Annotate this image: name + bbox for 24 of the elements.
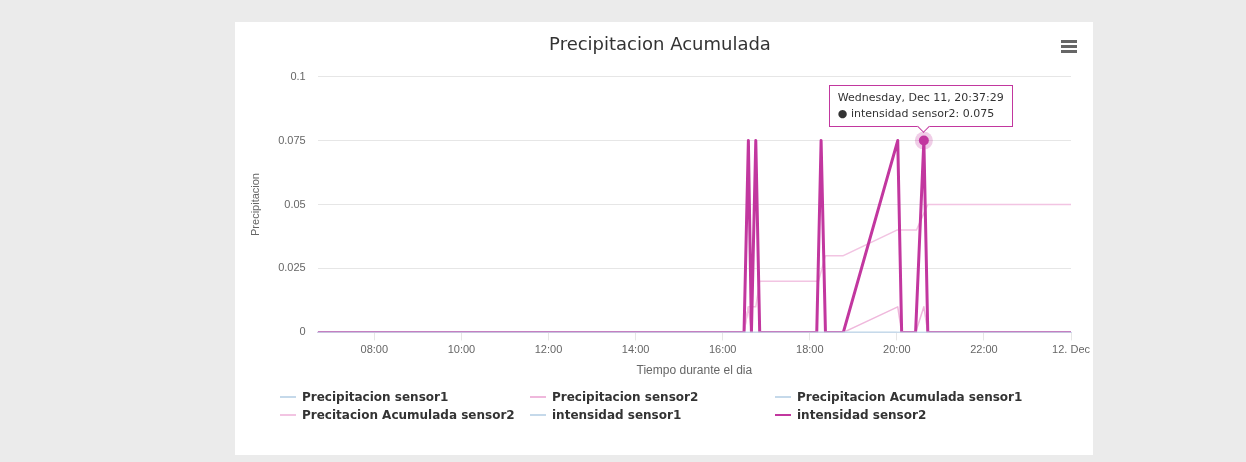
y-tick-label: 0.075 <box>278 133 306 146</box>
x-tick-label: 22:00 <box>970 343 998 356</box>
x-tick-label: 12:00 <box>534 343 563 356</box>
x-tick-label: 18:00 <box>796 343 824 356</box>
legend-label: Precitacion Acumulada sensor2 <box>302 408 515 422</box>
chart-title: Precipitacion Acumulada <box>549 33 771 55</box>
y-tick-label: 0.05 <box>284 197 306 210</box>
x-axis-title: Tiempo durante el dia <box>636 363 753 378</box>
y-tick-label: 0.1 <box>290 69 306 82</box>
x-tick-label: 16:00 <box>708 343 737 356</box>
legend-label: intensidad sensor2 <box>797 408 927 422</box>
legend-label: Precipitacion Acumulada sensor1 <box>797 390 1023 404</box>
x-tick-label: 12. Dec <box>1052 343 1091 356</box>
x-tick-label: 10:00 <box>447 343 476 356</box>
x-tick-label: 20:00 <box>883 343 911 356</box>
y-tick-label: 0 <box>299 325 306 338</box>
legend-label: Precipitacion sensor1 <box>302 390 449 404</box>
x-tick-label: 08:00 <box>360 343 389 356</box>
y-tick-label: 0.025 <box>278 261 306 274</box>
legend-label: intensidad sensor1 <box>552 408 682 422</box>
legend-label: Precipitacion sensor2 <box>552 390 699 404</box>
x-tick-label: 14:00 <box>621 343 650 356</box>
y-axis-title: Precipitacion <box>248 173 261 236</box>
annotation: Wednesday, Dec 11, 20:37:29 ● intensidad sensor2: 0.075 <box>828 84 1013 127</box>
